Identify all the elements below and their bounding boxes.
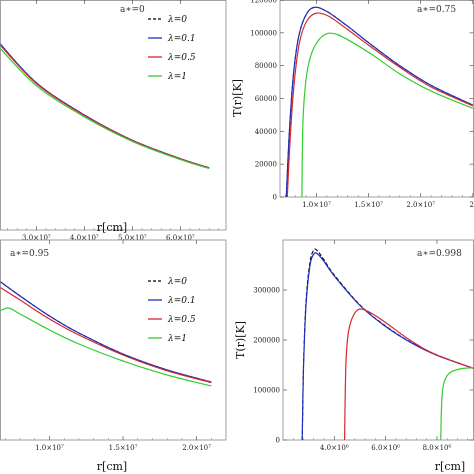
series-line-2 [0,281,212,383]
series-line-2 [285,6,474,197]
x-tick-label: 1.5×10⁷ [109,444,138,452]
series-line-2 [301,252,474,440]
legend: λ=0 λ=0.1 λ=0.5 λ=1 [148,277,196,344]
chart-panel-4: 4.0×10⁶ 6.0×10⁶ 8.0×10⁶ 0 100000 200000 300000… [234,239,474,473]
panel-annotation: a∗=0.95 [10,249,49,259]
x-tick-label: 4.0×10⁷ [70,234,99,242]
x-tick-label: 1.5×10⁷ [354,201,383,209]
y-tick-label: 100000 [250,29,277,37]
x-axis-label: r[cm] [435,460,465,473]
x-axis-label: r[cm] [97,221,127,234]
chart-panel-3: 1.0×10⁷ 1.5×10⁷ 2.0×10⁷ a∗=0.95 r[cm] λ=0 λ=0.… [0,239,227,473]
legend-label: λ=0.1 [167,34,196,44]
x-tick-label: 4.0×10⁶ [320,444,349,452]
x-tick-label: 2.0×10⁷ [406,201,435,209]
series-line-4 [0,307,212,387]
series-line-4 [440,367,474,440]
x-tick-label: 8.0×10⁶ [423,444,452,452]
plot-frame [282,239,474,441]
legend-label: λ=1 [167,72,187,82]
legend-label: λ=0.1 [167,296,196,306]
y-tick-label: 100000 [253,387,280,395]
series-line-4 [301,32,474,197]
x-tick-label: 1.0×10⁷ [302,201,331,209]
panel-annotation: a∗=0 [120,5,145,15]
y-tick-label: 120000 [250,0,277,5]
y-tick-label: 80000 [255,62,277,70]
legend-label: λ=1 [167,334,187,344]
x-tick-label: 5.0×10⁷ [118,234,147,242]
y-axis-label: T(r)[K] [234,321,247,359]
legend-label: λ=0.5 [167,315,196,325]
plot-frame [279,0,474,198]
y-tick-label: 40000 [255,128,277,136]
series-line-3 [344,308,474,440]
x-tick-label: 2.0×10⁷ [182,444,211,452]
y-tick-label: 0 [273,194,277,202]
legend-label: λ=0 [167,15,187,25]
series-line-1 [285,6,474,197]
y-tick-label: 200000 [253,337,280,345]
panel-annotation: a∗=0.75 [417,5,456,15]
y-tick-label: 300000 [253,287,280,295]
x-axis-label: r[cm] [97,460,127,473]
series-line-4 [0,47,210,170]
x-tick-label: 2. [469,201,474,209]
x-tick-label: 6.0×10⁶ [371,444,400,452]
x-tick-label: 3.0×10⁷ [22,234,51,242]
y-axis-label: T(r)[K] [231,79,244,117]
series-line-3 [286,12,474,197]
x-tick-label: 1.0×10⁷ [35,444,64,452]
y-tick-label: 20000 [255,161,277,169]
chart-panel-2: 1.0×10⁷ 1.5×10⁷ 2.0×10⁷ 2. 0 20000 40000 60000 8… [231,0,474,209]
legend-label: λ=0.5 [167,53,196,63]
series-line-1 [301,248,474,440]
legend-label: λ=0 [167,277,187,287]
chart-panel-1: 3.0×10⁷ 4.0×10⁷ 5.0×10⁷ 6.0×10⁷ a∗=0 r[cm] λ=0… [0,0,227,242]
x-tick-label: 6.0×10⁷ [166,234,195,242]
y-tick-label: 60000 [255,95,277,103]
legend: λ=0 λ=0.1 λ=0.5 λ=1 [148,15,196,82]
plot-frame [0,239,227,441]
y-tick-label: 0 [276,437,280,445]
panel-annotation: a∗=0.998 [417,249,462,259]
series-line-3 [0,286,212,384]
series-line-3 [0,44,210,169]
